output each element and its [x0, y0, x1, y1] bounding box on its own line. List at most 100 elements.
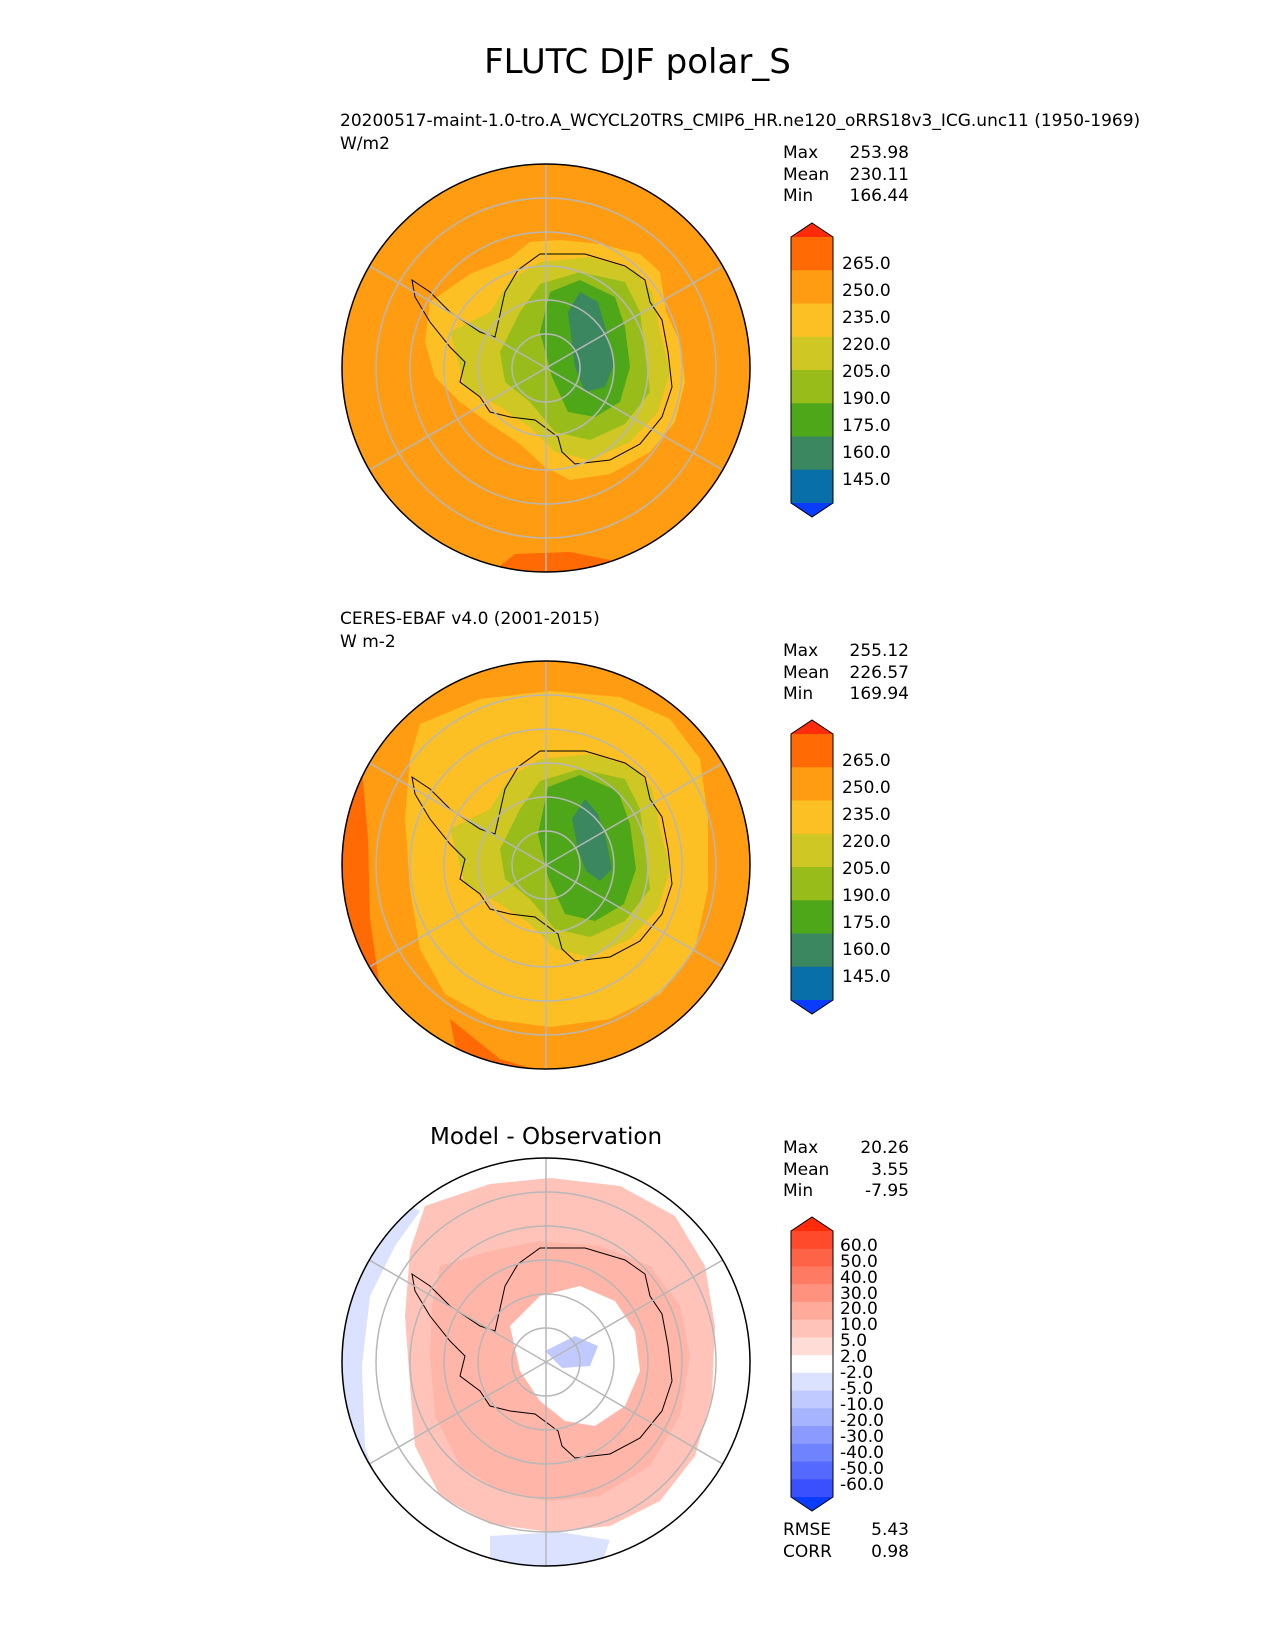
- colorbar-tick-label: 5.0: [840, 1331, 868, 1351]
- colorbar-segment: [791, 1355, 833, 1374]
- colorbar-tick-label: -20.0: [840, 1411, 884, 1431]
- colorbar-segment: [791, 370, 833, 404]
- colorbar-segment: [791, 1443, 833, 1463]
- metric-rmse-row: RMSE 5.43: [783, 1520, 909, 1542]
- colorbar-outline: [790, 1216, 834, 1512]
- stat-mean-row: Mean 3.55: [783, 1160, 909, 1182]
- stat-value: 3.55: [871, 1159, 909, 1180]
- stat-label: Min: [783, 1181, 814, 1201]
- stat-label: Max: [783, 1138, 819, 1158]
- colorbar-tick-label: 20.0: [840, 1299, 878, 1319]
- colorbar-segment: [791, 303, 833, 338]
- colorbar-tick-label: -10.0: [840, 1395, 884, 1415]
- antarctica-coastline: [411, 1247, 673, 1459]
- negative-region: [490, 1532, 610, 1566]
- colorbar-segment: [791, 403, 833, 437]
- colorbar-segment: [791, 1461, 833, 1480]
- stat-value: 20.26: [860, 1138, 909, 1158]
- colorbar-tick-label: -2.0: [840, 1363, 874, 1383]
- colorbar-tick-label: 220.0: [842, 832, 891, 852]
- colorbar-tick-label: 205.0: [842, 362, 891, 382]
- colorbar-segment: [791, 469, 833, 504]
- polar-grid: [368, 164, 724, 572]
- antarctica-coastline: [411, 750, 673, 962]
- field-160-175: [572, 799, 612, 881]
- panel2-units: W m-2: [340, 632, 396, 652]
- colorbar-segment: [791, 1372, 833, 1392]
- panel1-colorbar: [790, 222, 834, 518]
- colorbar-segment: [791, 1284, 833, 1303]
- panel3-metrics: RMSE 5.43 CORR 0.98: [783, 1520, 909, 1563]
- colorbar-segment: [791, 270, 833, 304]
- colorbar-tick-label: 175.0: [842, 913, 891, 933]
- colorbar-segment: [791, 1266, 833, 1285]
- stat-label: Mean: [783, 164, 830, 185]
- colorbar-segment: [791, 1248, 833, 1267]
- stat-label: Min: [783, 684, 814, 704]
- metric-value: 5.43: [871, 1520, 909, 1540]
- colorbar-tick-label: 145.0: [842, 967, 891, 987]
- colorbar-tick-label: 205.0: [842, 859, 891, 879]
- panel1-units: W/m2: [340, 134, 390, 154]
- colorbar-segment: [791, 900, 833, 934]
- polar-grid: [368, 661, 724, 1069]
- stat-max-row: Max 255.12: [783, 641, 909, 663]
- metric-label: RMSE: [783, 1520, 832, 1540]
- colorbar-segment: [791, 1426, 833, 1445]
- colorbar-tick-label: 30.0: [840, 1284, 878, 1304]
- colorbar-segment: [791, 933, 833, 968]
- metric-value: 0.98: [871, 1541, 909, 1562]
- colorbar-tick-label: 235.0: [842, 308, 891, 328]
- colorbar-tick-label: 190.0: [842, 389, 891, 409]
- metric-corr-row: CORR 0.98: [783, 1542, 909, 1564]
- stat-max-row: Max 253.98: [783, 143, 909, 165]
- panel1-stats: Max 253.98 Mean 230.11 Min 166.44: [783, 143, 909, 208]
- map-boundary: [341, 1157, 751, 1567]
- colorbar-segment: [791, 1337, 833, 1356]
- colorbar-tick-label: 50.0: [840, 1252, 878, 1272]
- colorbar-tick-label: -5.0: [840, 1379, 874, 1399]
- colorbar-extend-max: [791, 720, 833, 734]
- panel1-title: 20200517-maint-1.0-tro.A_WCYCL20TRS_CMIP…: [340, 111, 1141, 131]
- colorbar-segment: [791, 867, 833, 901]
- colorbar-tick-label: -60.0: [840, 1475, 884, 1495]
- colorbar-segment: [791, 1408, 833, 1427]
- colorbar-segment: [791, 1231, 833, 1250]
- stat-label: Mean: [783, 662, 830, 683]
- colorbar-outline: [790, 719, 834, 1015]
- stat-value: 226.57: [849, 662, 909, 683]
- stat-min-row: Min -7.95: [783, 1181, 909, 1203]
- colorbar-tick-label: -40.0: [840, 1443, 884, 1463]
- colorbar-tick-label: 160.0: [842, 940, 891, 960]
- colorbar-segment: [791, 1479, 833, 1498]
- colorbar-tick-label: 265.0: [842, 751, 891, 771]
- colorbar-tick-label: 145.0: [842, 470, 891, 490]
- colorbar-tick-label: 250.0: [842, 281, 891, 301]
- stat-min-row: Min 169.94: [783, 684, 909, 706]
- stat-min-row: Min 166.44: [783, 186, 909, 208]
- colorbar-tick-label: 175.0: [842, 416, 891, 436]
- stat-value: 253.98: [849, 143, 909, 163]
- map-boundary: [341, 163, 751, 573]
- map-boundary: [341, 660, 751, 1070]
- polar-grid: [368, 1158, 724, 1566]
- colorbar-extend-min: [791, 1000, 833, 1014]
- panel3-polar-map: [341, 1157, 751, 1567]
- negative-interior-region: [545, 1336, 598, 1368]
- colorbar-segment: [791, 833, 833, 868]
- stat-label: Min: [783, 186, 814, 206]
- antarctica-coastline: [411, 253, 673, 465]
- figure-title: FLUTC DJF polar_S: [484, 42, 791, 82]
- colorbar-tick-label: -50.0: [840, 1459, 884, 1479]
- colorbar-extend-min: [791, 503, 833, 517]
- stat-label: Max: [783, 641, 819, 661]
- stat-value: 255.12: [849, 641, 909, 661]
- colorbar-segment: [791, 436, 833, 471]
- panel2-polar-map: [341, 660, 751, 1070]
- stat-value: 169.94: [849, 684, 909, 704]
- colorbar-tick-label: 265.0: [842, 254, 891, 274]
- stat-label: Mean: [783, 1159, 830, 1180]
- stat-max-row: Max 20.26: [783, 1138, 909, 1160]
- stat-label: Max: [783, 143, 819, 163]
- colorbar-tick-label: 2.0: [840, 1347, 868, 1367]
